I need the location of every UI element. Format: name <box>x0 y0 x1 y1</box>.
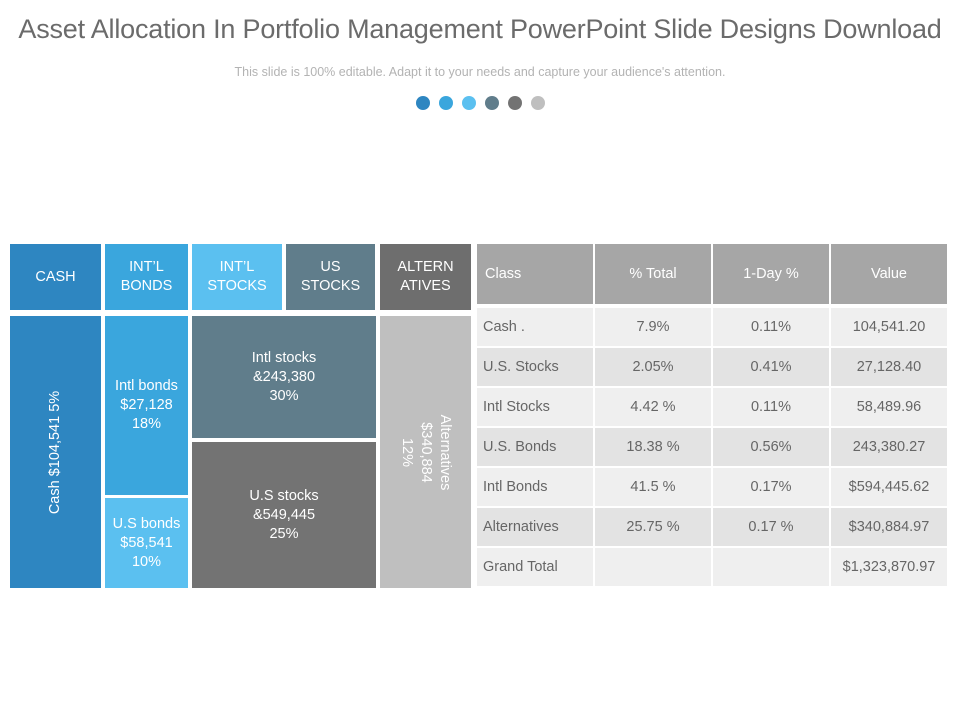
cell-value: $340,884.97 <box>831 508 947 548</box>
cell-class: U.S. Bonds <box>477 428 593 468</box>
table-row-grand-total: Grand Total $1,323,870.97 <box>477 548 947 588</box>
table-row: U.S. Bonds 18.38 % 0.56% 243,380.27 <box>477 428 947 468</box>
table-row: U.S. Stocks 2.05% 0.41% 27,128.40 <box>477 348 947 388</box>
cell-percent-total: 4.42 % <box>595 388 711 428</box>
cell-one-day-percent <box>713 548 829 588</box>
cell-value: $594,445.62 <box>831 468 947 508</box>
tile-cash-label: Cash $104,541 5% <box>47 390 63 514</box>
tile-intl-bonds-label: Intl bonds $27,128 18% <box>115 378 178 432</box>
cell-percent-total: 7.9% <box>595 308 711 348</box>
dot-3 <box>461 96 476 110</box>
slide-subtitle: This slide is 100% editable. Adapt it to… <box>234 65 726 79</box>
tile-intl-stocks: Intl stocks &243,380 30% <box>192 316 376 438</box>
header-intl-bonds: INT’L BONDS <box>105 244 188 310</box>
cell-class: Alternatives <box>477 508 593 548</box>
header-cash-label: CASH <box>35 268 76 285</box>
dot-5 <box>507 96 522 110</box>
cell-value: 243,380.27 <box>831 428 947 468</box>
tile-alternatives-label: Alternatives $340,884 12% <box>399 414 453 490</box>
cell-percent-total: 2.05% <box>595 348 711 388</box>
header-intl-bonds-label: INT’L BONDS <box>120 259 173 294</box>
cell-one-day-percent: 0.17% <box>713 468 829 508</box>
cell-one-day-percent: 0.11% <box>713 388 829 428</box>
decorative-dots <box>0 96 960 110</box>
column-header-value: Value <box>831 244 947 308</box>
cell-one-day-percent: 0.56% <box>713 428 829 468</box>
column-header-one-day-percent: 1-Day % <box>713 244 829 308</box>
header-alternatives: ALTERN ATIVES <box>380 244 471 310</box>
cell-class: U.S. Stocks <box>477 348 593 388</box>
slide-title: Asset Allocation In Portfolio Management… <box>18 14 942 44</box>
tile-us-stocks-label: U.S stocks &549,445 25% <box>249 487 319 542</box>
tile-intl-bonds: Intl bonds $27,128 18% <box>105 316 188 495</box>
table-row: Intl Bonds 41.5 % 0.17% $594,445.62 <box>477 468 947 508</box>
cell-class: Cash . <box>477 308 593 348</box>
cell-class: Intl Bonds <box>477 468 593 508</box>
dot-1 <box>415 96 430 110</box>
cell-percent-total: 25.75 % <box>595 508 711 548</box>
column-header-percent-total: % Total <box>595 244 711 308</box>
cell-class: Intl Stocks <box>477 388 593 428</box>
header-us-stocks-label: US STOCKS <box>300 259 361 294</box>
table-row: Alternatives 25.75 % 0.17 % $340,884.97 <box>477 508 947 548</box>
tile-cash: Cash $104,541 5% <box>10 316 101 588</box>
cell-class: Grand Total <box>477 548 593 588</box>
column-header-class: Class <box>477 244 593 308</box>
header-us-stocks: US STOCKS <box>286 244 375 310</box>
tile-us-bonds: U.S bonds $58,541 10% <box>105 498 188 588</box>
tile-us-bonds-label: U.S bonds $58,541 10% <box>112 515 181 570</box>
cell-percent-total: 18.38 % <box>595 428 711 468</box>
table-header-row: Class % Total 1-Day % Value <box>477 244 947 308</box>
cell-one-day-percent: 0.41% <box>713 348 829 388</box>
header-intl-stocks-label: INT’L STOCKS <box>207 259 267 294</box>
dot-2 <box>438 96 453 110</box>
tile-alternatives: Alternatives $340,884 12% <box>380 316 471 588</box>
allocation-table: Class % Total 1-Day % Value Cash . 7.9% … <box>475 244 949 588</box>
cell-one-day-percent: 0.17 % <box>713 508 829 548</box>
dot-6 <box>530 96 545 110</box>
tile-intl-stocks-label: Intl stocks &243,380 30% <box>251 349 317 404</box>
header-intl-stocks: INT’L STOCKS <box>192 244 282 310</box>
table-row: Intl Stocks 4.42 % 0.11% 58,489.96 <box>477 388 947 428</box>
dot-4 <box>484 96 499 110</box>
table-row: Cash . 7.9% 0.11% 104,541.20 <box>477 308 947 348</box>
cell-one-day-percent: 0.11% <box>713 308 829 348</box>
cell-value: 58,489.96 <box>831 388 947 428</box>
header-cash: CASH <box>10 244 101 310</box>
cell-value: 104,541.20 <box>831 308 947 348</box>
header-alternatives-label: ALTERN ATIVES <box>397 259 454 294</box>
cell-value: $1,323,870.97 <box>831 548 947 588</box>
tile-us-stocks: U.S stocks &549,445 25% <box>192 442 376 588</box>
cell-percent-total: 41.5 % <box>595 468 711 508</box>
cell-value: 27,128.40 <box>831 348 947 388</box>
cell-percent-total <box>595 548 711 588</box>
